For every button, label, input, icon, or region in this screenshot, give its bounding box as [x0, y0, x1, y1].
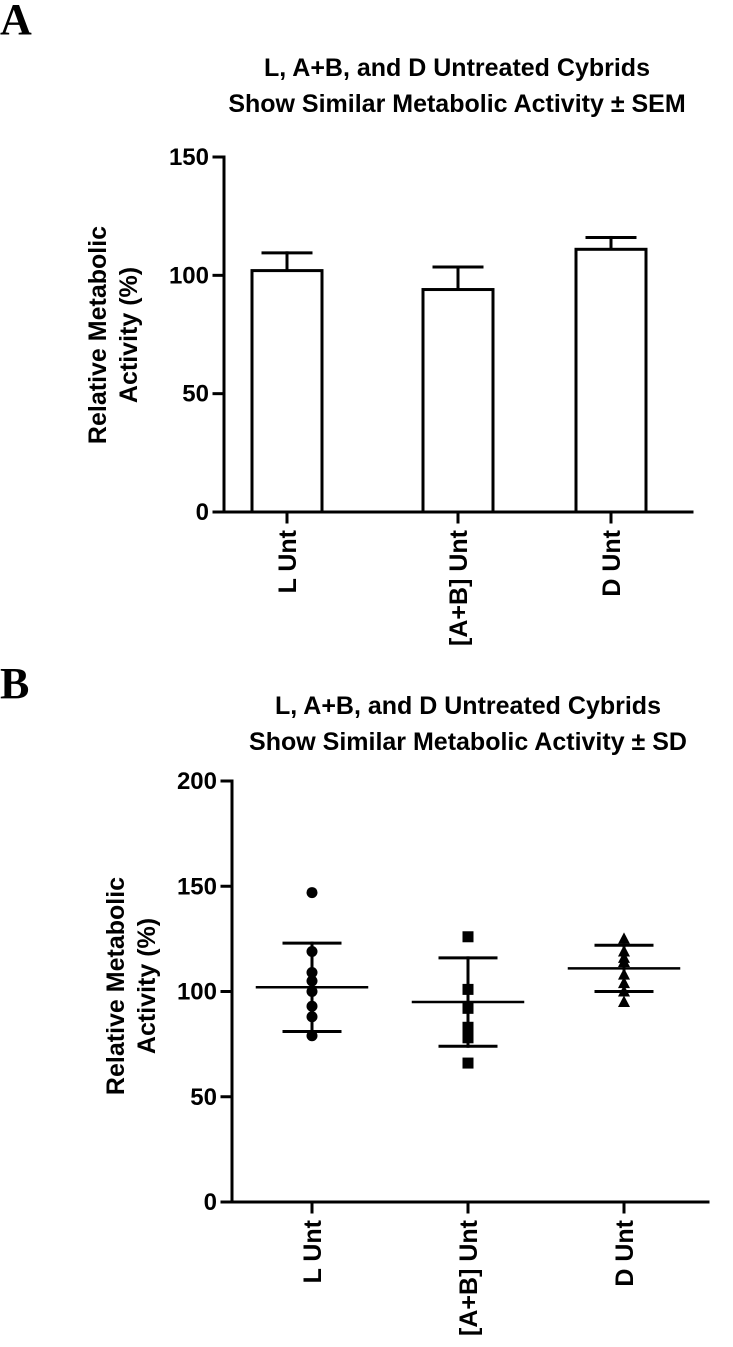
panel-b-ytick-label: 0: [204, 1189, 217, 1216]
panel-b-point: [462, 1057, 474, 1069]
panel-b-xtick-label: D Unt: [611, 1219, 639, 1286]
panel-a-bar: [250, 269, 324, 514]
panel-b-xtick-label: [A+B] Unt: [455, 1219, 483, 1336]
panel-b-ylabel-line-2: Activity (%): [133, 918, 161, 1054]
panel-a-title-line-2: Show Similar Metabolic Activity ± SEM: [228, 90, 685, 118]
panel-a-ylabel-line-2: Activity (%): [115, 267, 143, 403]
panel-a-ytick-label: 50: [182, 381, 209, 408]
panel-b-point: [462, 1021, 474, 1033]
panel-b-title-line-1: L, A+B, and D Untreated Cybrids: [275, 692, 661, 720]
panel-b-point: [462, 1002, 474, 1014]
panel-b-title-line-2: Show Similar Metabolic Activity ± SD: [249, 728, 687, 756]
panel-b-point: [306, 1011, 318, 1023]
panel-b-plot: 0 50 100 150 200 L Unt [A+B] Unt D Unt: [177, 768, 710, 1336]
panel-b-point: [306, 1030, 318, 1042]
panel-b-ytick-label: 100: [177, 979, 217, 1006]
panel-b-point: [618, 968, 630, 980]
panel-b-point: [618, 995, 630, 1008]
panel-a-bar: [421, 288, 495, 514]
panel-a-xtick-label: L Unt: [274, 529, 302, 593]
panel-a-xtick-label: [A+B] Unt: [445, 529, 473, 646]
panel-b-point: [306, 986, 318, 997]
panel-b-point: [618, 985, 630, 997]
panel-a-ytick-label: 0: [196, 499, 209, 526]
panel-a-title-line-1: L, A+B, and D Untreated Cybrids: [264, 54, 650, 82]
panel-b-point: [462, 983, 474, 995]
panel-b-ytick-label: 50: [190, 1084, 217, 1111]
panel-b-ytick-label: 150: [177, 873, 217, 900]
panel-b-point: [306, 975, 318, 987]
panel-a: A L, A+B, and D Untreated Cybrids Show S…: [0, 0, 694, 646]
panel-a-xtick-label: D Unt: [598, 529, 626, 596]
panel-a-bar: [574, 247, 648, 514]
panel-b-letter: B: [0, 659, 29, 708]
panel-a-ylabel-line-1: Relative Metabolic: [84, 226, 112, 444]
panel-a-ytick-label: 150: [169, 144, 209, 171]
panel-b-point: [462, 1032, 474, 1044]
panel-b-point: [618, 955, 630, 968]
panel-b-point: [306, 1000, 318, 1012]
panel-b-point: [306, 967, 318, 979]
panel-b-point: [306, 887, 318, 899]
panel-b-point: [462, 931, 474, 943]
panel-b-point: [618, 945, 630, 957]
panel-a-letter: A: [0, 0, 32, 44]
panel-b: B L, A+B, and D Untreated Cybrids Show S…: [0, 659, 710, 1336]
panel-b-ytick-label: 200: [177, 768, 217, 795]
panel-b-xtick-label: L Unt: [299, 1219, 327, 1283]
panel-b-point: [618, 932, 630, 944]
panel-b-point: [618, 976, 630, 989]
panel-a-plot: 0 50 100 150 L Unt [A+B] Unt D Unt: [169, 144, 694, 646]
panel-a-ytick-label: 100: [169, 262, 209, 289]
panel-b-ylabel-line-1: Relative Metabolic: [102, 877, 130, 1095]
panel-b-point: [306, 946, 318, 958]
